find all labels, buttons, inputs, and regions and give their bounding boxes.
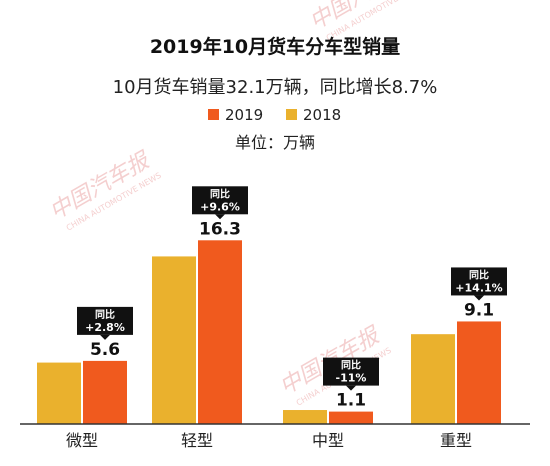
bar-2019-1 [198, 240, 242, 424]
legend-swatch-2018 [286, 109, 297, 120]
bar-2019-3 [457, 321, 501, 424]
bars [37, 240, 501, 424]
yoy-title-1: 同比 [210, 187, 230, 200]
legend-swatch-2019 [208, 109, 219, 120]
yoy-box-pointer-2 [346, 385, 356, 391]
watermark-left: 中国汽车报 CHINA AUTOMOTIVE NEWS [46, 147, 163, 233]
yoy-value-2: -11% [336, 372, 367, 385]
yoy-title-2: 同比 [341, 359, 361, 372]
yoy-box-1 [192, 186, 248, 215]
legend-label-2018: 2018 [303, 106, 341, 124]
bar-2019-0 [83, 360, 127, 424]
bar-2019-2 [329, 411, 373, 424]
data-label-2: 1.1 [336, 391, 366, 411]
yoy-box-2 [323, 357, 379, 386]
unit-label: 单位：万辆 [235, 133, 315, 152]
yoy-value-1: +9.6% [200, 200, 240, 213]
bar-2018-2 [283, 410, 327, 424]
chart-subtitle: 10月货车销量32.1万辆，同比增长8.7% [113, 77, 438, 98]
x-tick-label-2: 中型 [312, 431, 344, 450]
x-tick-label-3: 重型 [440, 431, 472, 450]
data-label-0: 5.6 [90, 340, 120, 360]
data-label-1: 16.3 [199, 219, 241, 239]
yoy-box-3 [451, 267, 507, 296]
bar-2018-3 [411, 334, 455, 424]
legend-label-2019: 2019 [225, 106, 263, 124]
data-label-3: 9.1 [464, 300, 494, 320]
x-tick-label-0: 微型 [66, 431, 98, 450]
x-tick-label-1: 轻型 [181, 431, 213, 450]
data-labels: 5.6同比+2.8%16.3同比+9.6%1.1同比-11%9.1同比+14.1… [77, 186, 507, 411]
yoy-value-3: +14.1% [455, 281, 502, 294]
legend: 2019 2018 [208, 106, 341, 124]
yoy-value-0: +2.8% [85, 321, 125, 334]
yoy-box-pointer-3 [474, 295, 484, 301]
yoy-box-0 [77, 306, 133, 335]
yoy-box-pointer-1 [215, 214, 225, 220]
yoy-title-3: 同比 [469, 268, 489, 281]
chart-title: 2019年10月货车分车型销量 [150, 35, 400, 58]
yoy-title-0: 同比 [95, 308, 115, 321]
bar-2018-0 [37, 362, 81, 424]
x-axis-tick-labels: 微型 轻型 中型 重型 [66, 431, 472, 450]
yoy-box-pointer-0 [100, 334, 110, 340]
bar-2018-1 [152, 256, 196, 424]
